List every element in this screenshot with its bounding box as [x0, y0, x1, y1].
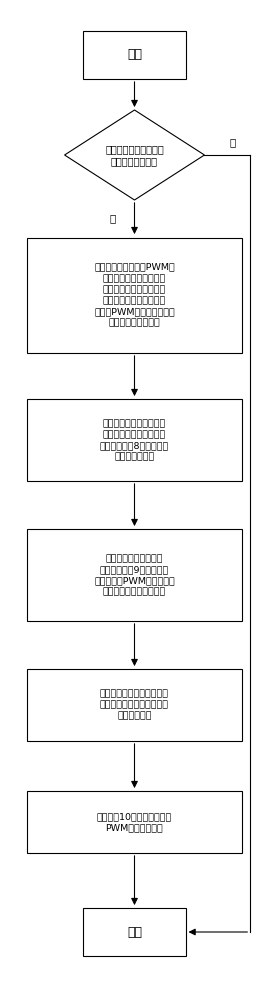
Bar [83, 31, 186, 79]
Polygon shape [65, 110, 204, 200]
Bar [27, 237, 242, 353]
Text: 计算步骤五过程脉冲数及步
骤六起始脉冲序号，液体吸
入脉冲序号。: 计算步骤五过程脉冲数及步 骤六起始脉冲序号，液体吸 入脉冲序号。 [100, 689, 169, 721]
Bar [27, 791, 242, 853]
Bar [83, 908, 186, 956]
Bar [27, 669, 242, 741]
Text: 否: 否 [229, 137, 236, 147]
Text: 结束: 结束 [127, 926, 142, 938]
Text: 根据公式10计算步骤五起始
PWM脉冲占空比。: 根据公式10计算步骤五起始 PWM脉冲占空比。 [97, 812, 172, 832]
Text: 是: 是 [110, 213, 116, 223]
Bar [27, 399, 242, 481]
Text: 设定实际使用消磁电流
值，根据公式9计算励磁电
流下步骤四PWM脉冲时间并
设定主动消磁电流曲线。: 设定实际使用消磁电流 值，根据公式9计算励磁电 流下步骤四PWM脉冲时间并 设定… [94, 554, 175, 596]
Text: 开始: 开始 [127, 48, 142, 62]
Text: 根据主动消磁过程母线电
压范围设定及步骤五过程
时间，用公式8计算主动消
磁起始电流值。: 根据主动消磁过程母线电 压范围设定及步骤五过程 时间，用公式8计算主动消 磁起始… [100, 419, 169, 461]
Text: 获取母线电容容量、PWM设
定频率、产品型号等参数
配置。根据系统设定计算
冲程周期时间，步骤二、
步骤三PWM脉冲数以及下一
步骤起始脉冲序号。: 获取母线电容容量、PWM设 定频率、产品型号等参数 配置。根据系统设定计算 冲程… [94, 263, 175, 327]
Text: 冲次发生变化且参数未
执行初始化计算？: 冲次发生变化且参数未 执行初始化计算？ [105, 144, 164, 166]
Bar [27, 529, 242, 621]
